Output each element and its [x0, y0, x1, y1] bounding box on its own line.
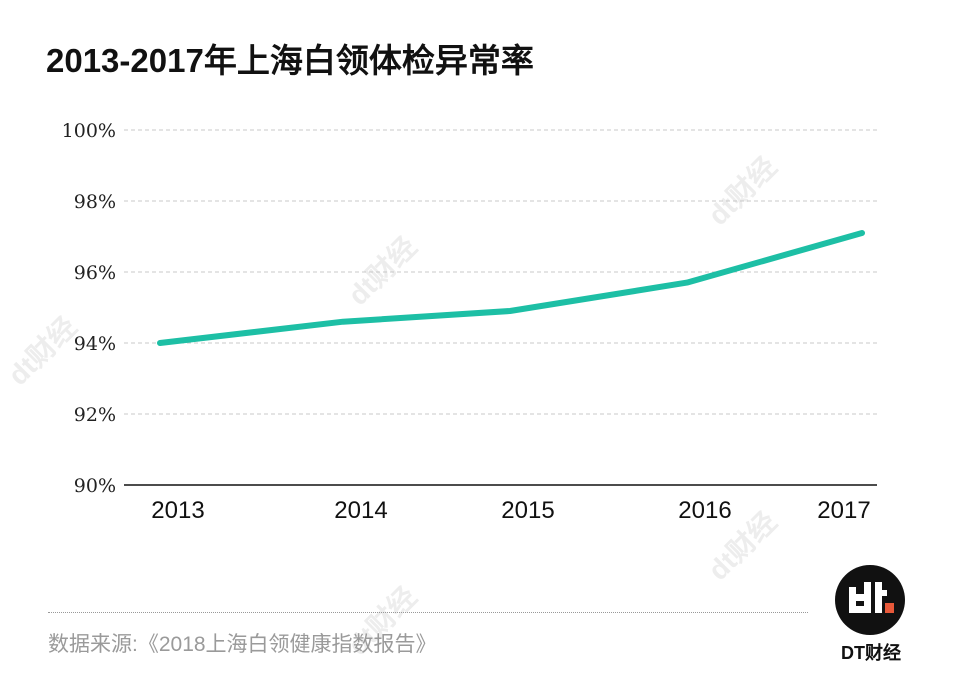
x-axis-ticks: 2013 2014 2015 2016 2017	[151, 497, 870, 524]
x-tick-label: 2016	[678, 497, 731, 524]
x-tick-label: 2014	[334, 497, 387, 524]
x-tick-label: 2015	[501, 497, 554, 524]
y-tick-label: 96%	[74, 262, 116, 284]
gridlines	[124, 129, 877, 415]
y-axis-ticks: 90% 92% 94% 96% 98% 100%	[62, 120, 116, 497]
y-tick-label: 98%	[74, 191, 116, 213]
y-tick-label: 94%	[74, 333, 116, 355]
logo-label: DT财经	[841, 643, 901, 663]
dt-logo-icon	[835, 565, 905, 635]
source-divider	[48, 612, 808, 613]
x-tick-label: 2017	[817, 497, 870, 524]
series-line	[157, 230, 865, 346]
data-source: 数据来源:《2018上海白领健康指数报告》	[48, 633, 437, 656]
y-tick-label: 100%	[62, 120, 116, 142]
y-tick-label: 92%	[74, 404, 116, 426]
y-tick-label: 90%	[74, 475, 116, 497]
chart-title: 2013-2017年上海白领体检异常率	[46, 42, 534, 79]
x-tick-label: 2013	[151, 497, 204, 524]
